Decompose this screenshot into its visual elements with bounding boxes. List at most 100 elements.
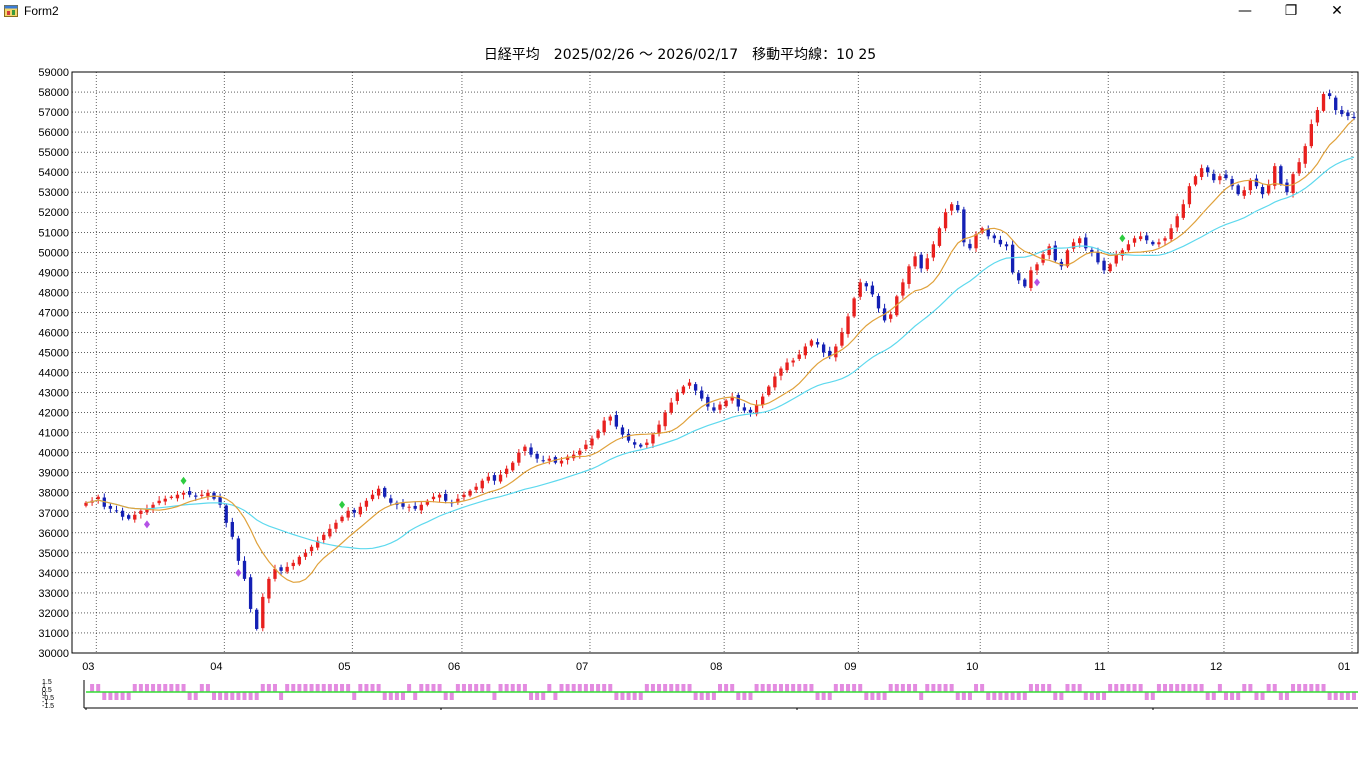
candle-up: [859, 282, 862, 296]
candle-up: [97, 497, 100, 499]
sub-bar-negative: [1261, 692, 1265, 700]
sub-bar-negative: [121, 692, 125, 700]
candle-down: [243, 561, 246, 579]
candle-up: [1157, 242, 1160, 244]
candle-down: [822, 344, 825, 352]
candle-down: [743, 407, 746, 410]
sub-bar-positive: [316, 684, 320, 692]
candle-up: [365, 501, 368, 507]
candle-down: [816, 342, 819, 344]
candle-up: [334, 523, 337, 529]
candle-up: [676, 393, 679, 401]
sub-bar-positive: [572, 684, 576, 692]
candle-down: [493, 475, 496, 481]
y-tick-label: 51000: [38, 227, 69, 239]
candle-up: [328, 529, 331, 537]
candle-up: [548, 459, 551, 461]
sub-bar-negative: [127, 692, 131, 700]
candle-up: [1176, 216, 1179, 227]
sub-bar-positive: [364, 684, 368, 692]
sub-bar-negative: [1206, 692, 1210, 700]
sub-bar-negative: [870, 692, 874, 700]
candle-up: [889, 314, 892, 318]
y-tick-label: 40000: [38, 448, 69, 460]
y-tick-label: 53000: [38, 187, 69, 199]
sub-bar-positive: [96, 684, 100, 692]
sub-bar-negative: [1212, 692, 1216, 700]
sub-bar-negative: [627, 692, 631, 700]
y-tick-label: 44000: [38, 368, 69, 380]
sub-bar-positive: [779, 684, 783, 692]
candle-up: [170, 497, 173, 498]
candle-up: [688, 383, 691, 386]
sub-bar-positive: [90, 684, 94, 692]
sub-bar-positive: [182, 684, 186, 692]
sub-bar-negative: [614, 692, 618, 700]
sub-bar-positive: [1175, 684, 1179, 692]
minimize-button[interactable]: —: [1222, 0, 1268, 22]
candle-up: [1316, 110, 1319, 122]
sub-bar-positive: [1108, 684, 1112, 692]
candle-up: [261, 597, 264, 628]
candle-down: [127, 515, 130, 519]
y-tick-label: 41000: [38, 428, 69, 440]
sub-bar-positive: [1267, 684, 1271, 692]
sub-bar-positive: [1114, 684, 1118, 692]
sub-bar-negative: [620, 692, 624, 700]
sub-bar-positive: [1120, 684, 1124, 692]
y-tick-label: 33000: [38, 588, 69, 600]
candle-up: [596, 431, 599, 438]
sub-bar-positive: [834, 684, 838, 692]
sub-bar-positive: [517, 684, 521, 692]
sub-bar-negative: [1084, 692, 1088, 700]
candle-up: [901, 282, 904, 295]
sub-bar-negative: [992, 692, 996, 700]
candle-up: [1169, 228, 1172, 239]
y-tick-label: 52000: [38, 207, 69, 219]
sub-bar-negative: [194, 692, 198, 700]
sub-bar-positive: [346, 684, 350, 692]
candle-down: [1340, 110, 1343, 114]
sub-bar-negative: [1352, 692, 1356, 700]
candle-up: [304, 553, 307, 557]
candle-down: [706, 397, 709, 407]
candle-down: [627, 434, 630, 441]
sub-bar-positive: [925, 684, 929, 692]
y-tick-label: 58000: [38, 87, 69, 99]
sub-bar-negative: [1230, 692, 1234, 700]
y-tick-label: 57000: [38, 107, 69, 119]
x-tick-label: 12: [1210, 661, 1222, 673]
candle-up: [651, 435, 654, 444]
sub-bar-positive: [1041, 684, 1045, 692]
candle-up: [432, 497, 435, 499]
candle-down: [401, 503, 404, 507]
candle-up: [462, 495, 465, 497]
sub-bar-positive: [285, 684, 289, 692]
y-tick-label: 35000: [38, 548, 69, 560]
sub-bar-negative: [1102, 692, 1106, 700]
maximize-button[interactable]: ❐: [1268, 0, 1314, 22]
sub-bar-positive: [578, 684, 582, 692]
sub-bar-positive: [590, 684, 594, 692]
candle-up: [1322, 94, 1325, 111]
sub-bar-negative: [877, 692, 881, 700]
candle-up: [834, 346, 837, 357]
window-titlebar: Form2 — ❐ ✕: [0, 0, 1360, 24]
candle-down: [700, 391, 703, 399]
candle-down: [279, 567, 282, 571]
sub-bar-negative: [968, 692, 972, 700]
sub-bar-positive: [505, 684, 509, 692]
y-tick-label: 31000: [38, 628, 69, 640]
sub-bar-positive: [438, 684, 442, 692]
close-button[interactable]: ✕: [1314, 0, 1360, 22]
sub-bar-negative: [243, 692, 247, 700]
sub-bar-positive: [645, 684, 649, 692]
candle-down: [255, 610, 258, 629]
candle-up: [1072, 242, 1075, 248]
candle-down: [1285, 183, 1288, 193]
sub-bar-negative: [986, 692, 990, 700]
candle-up: [913, 256, 916, 266]
sub-bar-negative: [444, 692, 448, 700]
candle-down: [1102, 261, 1105, 271]
sub-bar-positive: [1291, 684, 1295, 692]
